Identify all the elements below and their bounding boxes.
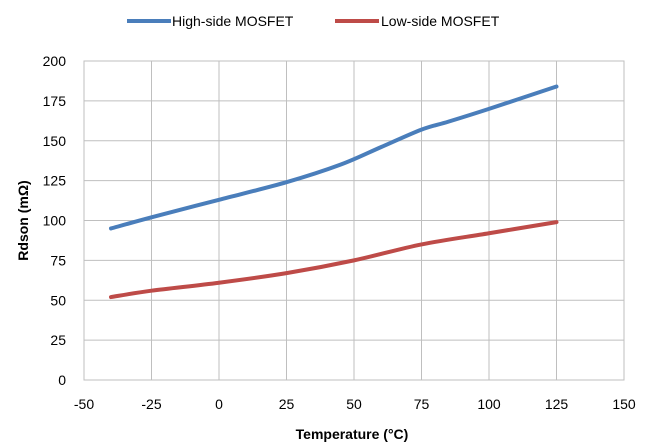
x-axis-ticks: -50 -25 0 25 50 75 100 125 150 [74,396,636,412]
y-tick-label: 150 [43,133,67,149]
series-layer [109,84,559,300]
y-tick-label: 175 [43,93,67,109]
x-tick-label: -50 [74,396,94,412]
y-tick-label: 75 [50,252,66,268]
series-line-low-side [109,220,559,300]
x-tick-label: 100 [477,396,501,412]
y-tick-label: 100 [43,213,67,229]
series-line-high-side [109,84,559,231]
y-tick-label: 25 [50,332,66,348]
x-tick-label: 0 [215,396,223,412]
y-tick-label: 0 [58,372,66,388]
y-tick-label: 200 [43,53,67,69]
x-tick-label: 25 [279,396,295,412]
legend: High-side MOSFET Low-side MOSFET [127,13,500,29]
x-tick-label: -25 [141,396,161,412]
x-tick-label: 150 [612,396,636,412]
y-tick-label: 50 [50,292,66,308]
y-axis-ticks: 0 25 50 75 100 125 150 175 200 [43,53,67,388]
x-axis-title: Temperature (°C) [296,426,409,442]
x-tick-label: 75 [414,396,430,412]
x-tick-label: 50 [346,396,362,412]
plot-border [83,60,625,381]
y-axis-title: Rdson (mΩ) [15,180,31,260]
legend-label: Low-side MOSFET [381,13,500,29]
gridlines [83,60,625,381]
legend-label: High-side MOSFET [172,13,294,29]
y-tick-label: 125 [43,173,67,189]
x-tick-label: 125 [545,396,569,412]
plot-area [83,60,625,381]
